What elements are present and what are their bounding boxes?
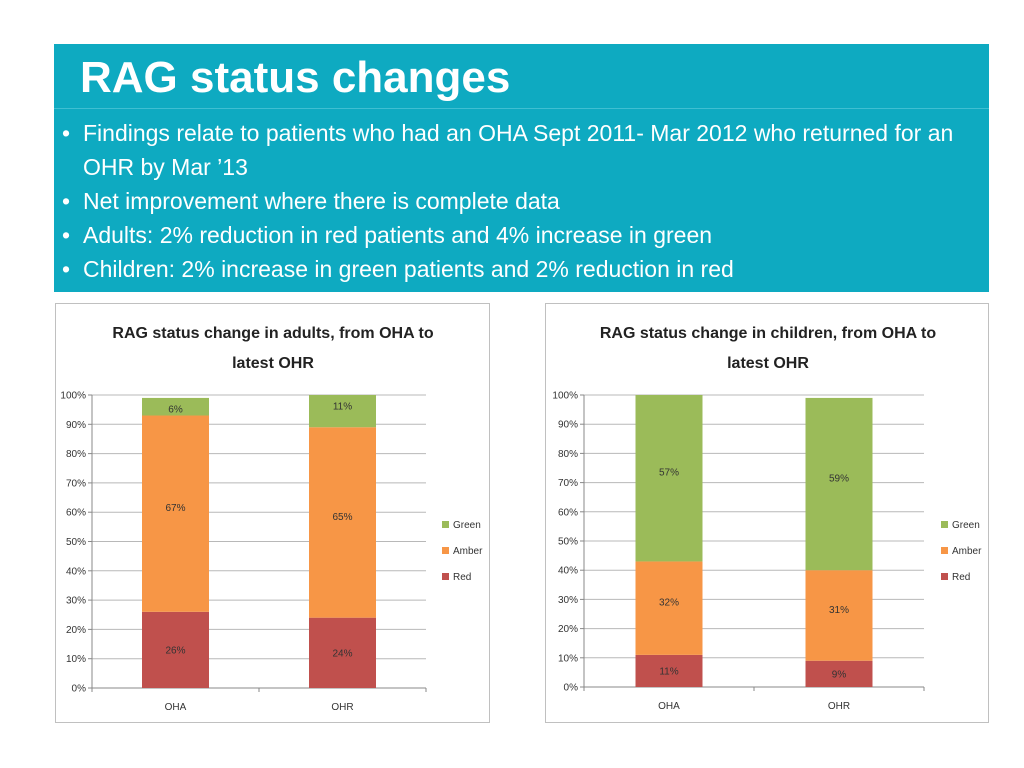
data-label: 9% <box>832 669 847 680</box>
data-label: 32% <box>659 598 679 609</box>
chart-title-line: latest OHR <box>727 355 809 372</box>
bar-amber <box>805 570 873 661</box>
x-tick-label: OHR <box>828 701 850 712</box>
y-tick-label: 10% <box>66 654 86 665</box>
y-tick-label: 100% <box>552 391 578 402</box>
legend-swatch <box>442 521 449 528</box>
bullet-text: Children: 2% increase in green patients … <box>83 256 734 282</box>
y-tick-label: 0% <box>72 684 87 695</box>
bullet-dot-icon: • <box>62 120 71 146</box>
legend-label: Green <box>952 520 980 531</box>
data-label: 6% <box>168 404 183 415</box>
legend-label: Amber <box>952 546 982 557</box>
data-label: 57% <box>659 468 679 479</box>
legend-label: Red <box>453 572 471 583</box>
children-chart: RAG status change in children, from OHA … <box>545 303 989 723</box>
y-tick-label: 60% <box>66 508 86 519</box>
bullet-dot-icon: • <box>62 256 71 282</box>
children-chart-canvas: RAG status change in children, from OHA … <box>552 325 982 712</box>
bar-green <box>635 395 703 562</box>
bar-amber <box>142 415 209 612</box>
data-label: 67% <box>165 503 185 514</box>
y-tick-label: 60% <box>558 507 578 518</box>
bullet-item: • Findings relate to patients who had an … <box>60 116 980 184</box>
header-banner: RAG status changes • Findings relate to p… <box>54 44 989 292</box>
y-tick-label: 100% <box>60 391 86 402</box>
bar-amber <box>635 561 703 655</box>
data-label: 59% <box>829 474 849 485</box>
y-tick-label: 0% <box>564 683 579 694</box>
data-label: 26% <box>165 645 185 656</box>
chart-title-line: RAG status change in adults, from OHA to <box>112 325 433 342</box>
y-tick-label: 50% <box>558 537 578 548</box>
legend-swatch <box>442 547 449 554</box>
adults-chart: RAG status change in adults, from OHA to… <box>55 303 490 723</box>
y-tick-label: 30% <box>66 596 86 607</box>
y-tick-label: 90% <box>66 420 86 431</box>
bullet-text: Adults: 2% reduction in red patients and… <box>83 222 713 248</box>
data-label: 11% <box>659 666 678 677</box>
bullet-dot-icon: • <box>62 188 71 214</box>
chart-title: RAG status change in children, from OHA … <box>600 325 937 372</box>
bar-green <box>309 395 376 428</box>
y-tick-label: 80% <box>66 449 86 460</box>
legend-swatch <box>941 547 948 554</box>
y-tick-label: 30% <box>558 595 578 606</box>
y-tick-label: 70% <box>66 478 86 489</box>
data-label: 24% <box>332 648 352 659</box>
chart-title-line: RAG status change in children, from OHA … <box>600 325 937 342</box>
bar-red <box>635 654 703 687</box>
findings-list: • Findings relate to patients who had an … <box>60 116 980 286</box>
bar-amber <box>309 427 376 618</box>
chart-title: RAG status change in adults, from OHA to… <box>112 325 433 372</box>
legend-swatch <box>941 521 948 528</box>
data-label: 31% <box>829 605 849 616</box>
bullet-dot-icon: • <box>62 222 71 248</box>
adults-chart-canvas: RAG status change in adults, from OHA to… <box>60 325 483 713</box>
bar-red <box>142 611 209 688</box>
bullet-item: • Children: 2% increase in green patients… <box>60 252 980 286</box>
x-tick-label: OHA <box>165 702 187 713</box>
bullet-text: Findings relate to patients who had an O… <box>83 120 954 180</box>
y-tick-label: 80% <box>558 449 578 460</box>
bar-red <box>309 617 376 688</box>
bullet-item: • Net improvement where there is complete… <box>60 184 980 218</box>
x-tick-label: OHA <box>658 701 680 712</box>
y-tick-label: 40% <box>66 566 86 577</box>
data-label: 11% <box>333 402 352 413</box>
legend-label: Amber <box>453 546 483 557</box>
y-tick-label: 10% <box>558 653 578 664</box>
banner-divider <box>54 108 989 109</box>
chart-title-line: latest OHR <box>232 355 314 372</box>
bar-red <box>805 660 873 687</box>
data-label: 65% <box>332 512 352 523</box>
bullet-text: Net improvement where there is complete … <box>83 188 560 214</box>
legend-label: Red <box>952 572 970 583</box>
y-tick-label: 50% <box>66 537 86 548</box>
legend-swatch <box>941 573 948 580</box>
legend-label: Green <box>453 520 481 531</box>
y-tick-label: 90% <box>558 420 578 431</box>
legend-swatch <box>442 573 449 580</box>
slide-title: RAG status changes <box>80 53 511 102</box>
x-tick-label: OHR <box>331 702 353 713</box>
bar-green <box>805 397 873 571</box>
y-tick-label: 70% <box>558 478 578 489</box>
y-tick-label: 20% <box>66 625 86 636</box>
bar-green <box>142 397 209 416</box>
y-tick-label: 40% <box>558 566 578 577</box>
bullet-item: • Adults: 2% reduction in red patients an… <box>60 218 980 252</box>
y-tick-label: 20% <box>558 624 578 635</box>
